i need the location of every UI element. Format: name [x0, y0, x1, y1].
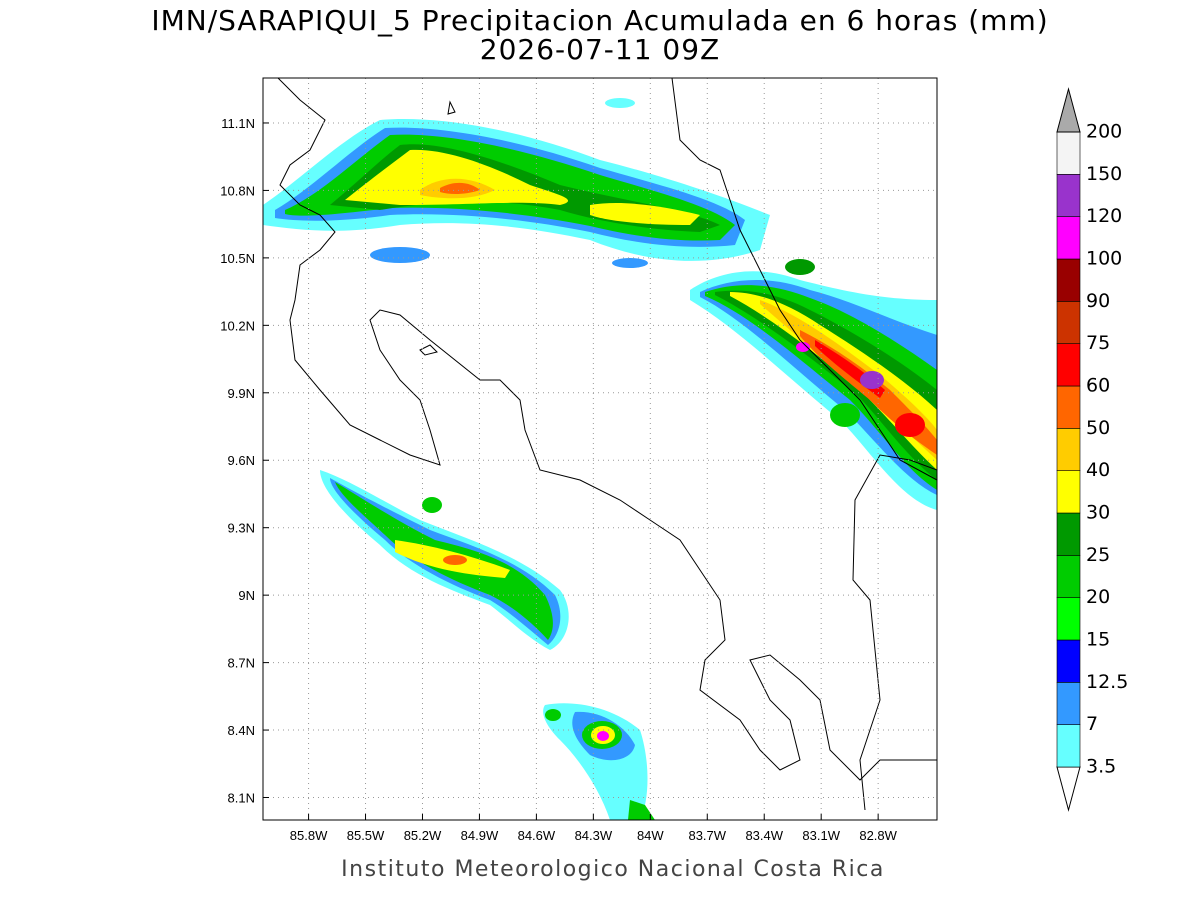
- lon-tick-label: 83.7W: [688, 828, 726, 843]
- subtitle: 2026-07-11 09Z: [480, 33, 720, 66]
- colorbar-label: 15: [1086, 629, 1110, 651]
- lon-tick-label: 84.3W: [575, 828, 613, 843]
- lat-tick-label: 9.9N: [228, 386, 255, 401]
- lat-tick-label: 10.8N: [220, 183, 255, 198]
- colorbar-label: 25: [1086, 544, 1110, 566]
- lon-tick-label: 85.2W: [404, 828, 442, 843]
- lat-tick-label: 9N: [238, 588, 255, 603]
- colorbar-box: [1056, 174, 1081, 217]
- colorbar-box: [1056, 724, 1081, 768]
- colorbar-label: 200: [1086, 121, 1122, 143]
- colorbar-box: [1056, 470, 1081, 514]
- colorbar-box: [1056, 597, 1081, 641]
- colorbar-box: [1056, 216, 1081, 260]
- lat-tick-label: 10.2N: [220, 318, 255, 333]
- lon-tick-label: 82.8W: [859, 828, 897, 843]
- map-frame: [262, 77, 938, 821]
- colorbar-label: 60: [1086, 375, 1110, 397]
- lon-tick-label: 83.4W: [745, 828, 783, 843]
- lat-tick-label: 8.4N: [228, 723, 255, 738]
- colorbar-label: 150: [1086, 163, 1122, 185]
- colorbar-label: 90: [1086, 290, 1110, 312]
- colorbar-label: 7: [1086, 713, 1098, 735]
- colorbar-box: [1056, 258, 1081, 302]
- lon-tick-label: 85.5W: [347, 828, 385, 843]
- colorbar-label: 40: [1086, 459, 1110, 481]
- colorbar-label: 20: [1086, 586, 1110, 608]
- colorbar-box: [1056, 131, 1081, 175]
- colorbar-label: 12.5: [1086, 671, 1128, 693]
- lat-tick-label: 9.6N: [228, 453, 255, 468]
- lat-tick-label: 8.1N: [228, 791, 255, 806]
- lon-tick-label: 83.1W: [802, 828, 840, 843]
- colorbar-box: [1056, 682, 1081, 725]
- coastline: [277, 78, 937, 811]
- colorbar-box: [1056, 639, 1081, 683]
- colorbar-label: 75: [1086, 332, 1110, 354]
- lon-tick-label: 85.8W: [290, 828, 328, 843]
- colorbar-box: [1056, 301, 1081, 344]
- lat-tick-label: 11.1N: [221, 116, 255, 131]
- lon-tick-label: 84W: [637, 828, 664, 843]
- colorbar-box: [1056, 428, 1081, 471]
- colorbar-label: 3.5: [1086, 756, 1116, 778]
- colorbar: 3.5 7 12.5 15 20 25 30 40 50 60 75 90 100 120 150 200: [1056, 87, 1128, 812]
- colorbar-label: 30: [1086, 502, 1110, 524]
- title: IMN/SARAPIQUI_5 Precipitacion Acumulada …: [151, 4, 1048, 37]
- lon-tick-label: 84.6W: [518, 828, 556, 843]
- axes: 85.8W 85.5W 85.2W 84.9W 84.6W 84.3W 84W 83.7W 83…: [220, 78, 937, 843]
- colorbar-box: [1056, 343, 1081, 387]
- lat-tick-label: 9.3N: [228, 521, 255, 536]
- lon-tick-label: 84.9W: [461, 828, 499, 843]
- colorbar-label: 120: [1086, 205, 1122, 227]
- colorbar-label: 100: [1086, 248, 1122, 270]
- lat-tick-label: 10.5N: [220, 251, 255, 266]
- lat-tick-label: 8.7N: [228, 656, 255, 671]
- precipitation-field: [263, 98, 937, 820]
- colorbar-box: [1056, 555, 1081, 598]
- colorbar-label: 50: [1086, 417, 1110, 439]
- colorbar-over: [1056, 87, 1081, 133]
- colorbar-box: [1056, 385, 1081, 429]
- footer: Instituto Meteorologico Nacional Costa R…: [341, 857, 885, 882]
- colorbar-box: [1056, 512, 1081, 556]
